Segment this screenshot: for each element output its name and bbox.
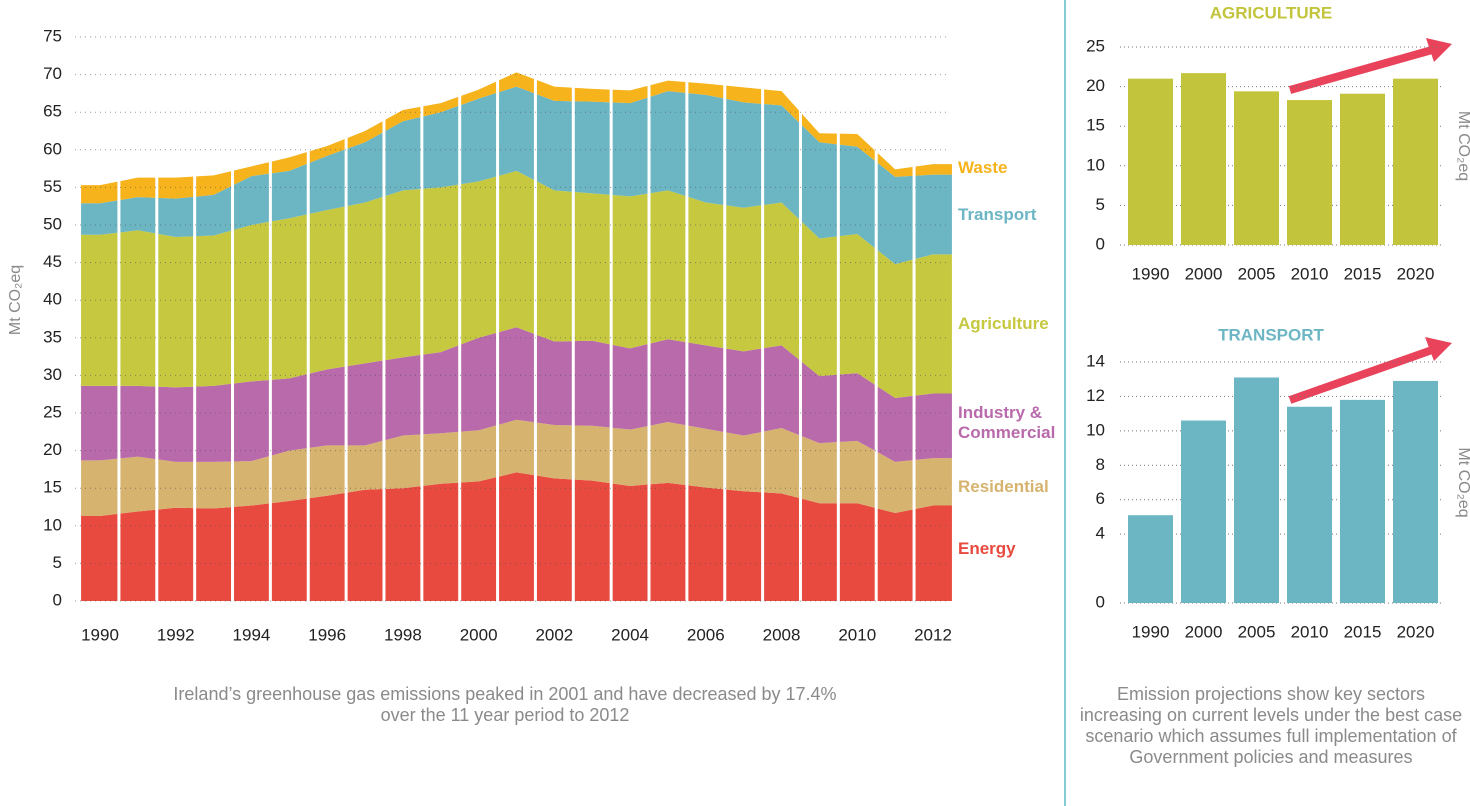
y-tick-label: 10 [43,515,62,534]
y-axis-label: Mt CO₂eq [1455,447,1470,517]
x-tick-label: 1998 [384,625,422,644]
trend-arrow [1288,38,1452,94]
y-tick-label: 30 [43,365,62,384]
y-tick-label: 25 [1086,36,1105,55]
y-tick-label: 25 [43,402,62,421]
y-tick-label: 75 [43,26,62,45]
x-tick-label: 1990 [81,625,119,644]
bar [1340,399,1385,603]
bar [1234,91,1279,246]
area [81,86,952,265]
x-tick-label: 1990 [1132,622,1170,641]
y-tick-label: 15 [1086,116,1105,135]
y-tick-label: 10 [1086,420,1105,439]
y-tick-label: 20 [1086,76,1105,95]
bar [1128,78,1173,246]
x-tick-label: 2012 [914,625,952,644]
legend-label: Agriculture [958,314,1049,333]
y-tick-label: 60 [43,139,62,158]
bar [1393,380,1438,603]
bar [1393,78,1438,246]
area [81,472,952,601]
x-tick-label: 2000 [460,625,498,644]
y-tick-label: 5 [1096,195,1105,214]
y-axis-label: Mt CO₂eq [7,265,24,335]
x-tick-label: 2020 [1397,622,1435,641]
chart-title: AGRICULTURE [1210,3,1332,22]
area [81,72,952,204]
chart-title: TRANSPORT [1218,325,1324,344]
x-tick-label: 1996 [308,625,346,644]
legend-label: Residential [958,477,1049,496]
x-tick-label: 2000 [1185,264,1223,283]
x-tick-label: 2020 [1397,264,1435,283]
y-tick-label: 6 [1096,489,1105,508]
area [81,327,952,462]
x-tick-label: 2008 [763,625,801,644]
y-tick-label: 70 [43,64,62,83]
y-tick-label: 10 [1086,155,1105,174]
trend-arrow [1288,337,1452,404]
x-tick-label: 1992 [157,625,195,644]
bar [1287,100,1332,246]
bar [1181,420,1226,603]
x-tick-label: 2010 [838,625,876,644]
y-tick-label: 20 [43,440,62,459]
area [81,170,952,398]
y-axis-label: Mt CO₂eq [1455,111,1470,181]
y-tick-label: 12 [1086,386,1105,405]
x-tick-label: 2005 [1238,622,1276,641]
y-tick-label: 55 [43,177,62,196]
bar [1287,406,1332,603]
y-tick-label: 14 [1086,351,1105,370]
y-tick-label: 65 [43,102,62,121]
y-tick-label: 45 [43,252,62,271]
x-tick-label: 1990 [1132,264,1170,283]
caption: Emission projections show key sectors in… [1079,684,1463,767]
bar [1234,377,1279,603]
x-tick-label: 2002 [535,625,573,644]
bar [1340,93,1385,245]
x-tick-label: 1994 [233,625,271,644]
y-tick-label: 50 [43,214,62,233]
y-tick-label: 0 [1096,592,1105,611]
y-tick-label: 4 [1096,524,1105,543]
x-tick-label: 2006 [687,625,725,644]
x-tick-label: 2005 [1238,264,1276,283]
y-tick-label: 0 [1096,234,1105,253]
y-tick-label: 15 [43,478,62,497]
legend-label: Waste [958,158,1008,177]
x-tick-label: 2010 [1291,264,1329,283]
legend-label: Energy [958,539,1016,558]
area [81,419,952,517]
x-tick-label: 2004 [611,625,649,644]
y-tick-label: 8 [1096,455,1105,474]
bar [1128,515,1173,603]
y-tick-label: 5 [53,553,62,572]
caption: Ireland’s greenhouse gas emissions peake… [173,684,837,725]
x-tick-label: 2015 [1344,264,1382,283]
y-tick-label: 35 [43,327,62,346]
x-tick-label: 2000 [1185,622,1223,641]
legend-label: Transport [958,205,1037,224]
bar [1181,73,1226,245]
x-tick-label: 2015 [1344,622,1382,641]
legend-label: Industry & Commercial [958,403,1056,442]
x-tick-label: 2010 [1291,622,1329,641]
y-tick-label: 0 [53,590,62,609]
y-tick-label: 40 [43,290,62,309]
